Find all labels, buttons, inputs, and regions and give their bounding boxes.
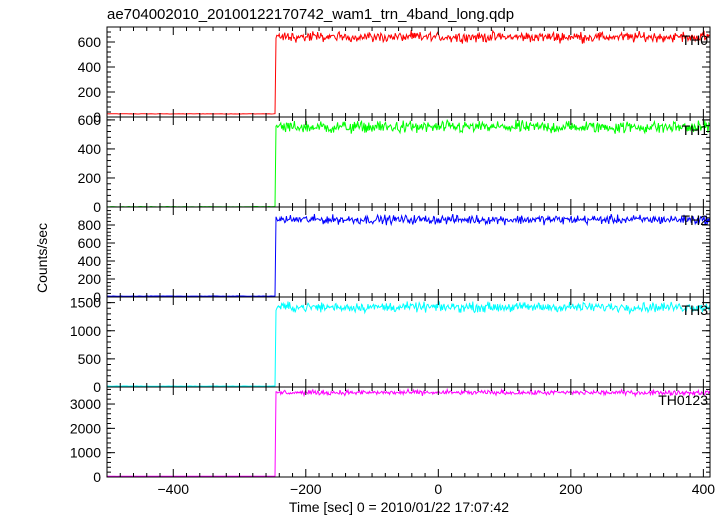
y-tick-label: 0 xyxy=(93,379,101,395)
y-tick-label: 400 xyxy=(78,253,102,269)
x-tick-label: −200 xyxy=(290,481,322,497)
chart-title: ae704002010_20100122170742_wam1_trn_4ban… xyxy=(107,6,514,23)
x-tick-label: 400 xyxy=(692,481,716,497)
panel-frame xyxy=(106,296,711,388)
y-tick-label: 200 xyxy=(78,84,102,100)
series-label-th1: TH1 xyxy=(682,122,709,138)
y-tick-label: 500 xyxy=(78,351,102,367)
y-tick-label: 3000 xyxy=(70,396,101,412)
y-tick-label: 400 xyxy=(78,141,102,157)
y-tick-label: 400 xyxy=(78,59,102,75)
panel-th0: 0 200 400 600 TH0 xyxy=(78,26,711,125)
series-line-th1 xyxy=(107,118,710,207)
series-label-th0123: TH0123 xyxy=(658,392,708,408)
x-tick-label: −400 xyxy=(157,481,189,497)
y-tick-label: 0 xyxy=(93,469,101,485)
panel-frame xyxy=(106,26,711,118)
series-line-th2 xyxy=(107,213,710,297)
panel-th2: 0 200 400 600 800 TH2 xyxy=(78,206,711,305)
series-label-th2: TH2 xyxy=(682,212,709,228)
y-tick-label: 1000 xyxy=(70,323,101,339)
panels-group: 0 200 400 600 TH0 0 200 400 600 TH1 0 200 400 600 800 T… xyxy=(70,26,716,497)
panel-th0123: 0 1000 2000 3000 TH0123 xyxy=(70,386,711,485)
panel-th3: 0 500 1000 1500 TH3 xyxy=(70,295,711,395)
y-tick-label: 1500 xyxy=(70,295,101,311)
y-tick-label: 600 xyxy=(78,235,102,251)
x-axis-label: Time [sec] 0 = 2010/01/22 17:07:42 xyxy=(289,499,509,515)
y-tick-label: 0 xyxy=(93,109,101,125)
y-tick-label: 0 xyxy=(93,199,101,215)
y-tick-label: 200 xyxy=(78,170,102,186)
y-tick-label: 600 xyxy=(78,34,102,50)
series-line-th0123 xyxy=(107,387,710,477)
y-tick-label: 0 xyxy=(93,289,101,305)
x-tick-label: 200 xyxy=(559,481,583,497)
y-tick-label: 2000 xyxy=(70,420,101,436)
y-tick-label: 1000 xyxy=(70,445,101,461)
panel-frame xyxy=(106,386,711,478)
y-axis-label: Counts/sec xyxy=(34,223,50,293)
panel-th1: 0 200 400 600 TH1 xyxy=(78,112,711,215)
y-tick-label: 800 xyxy=(78,217,102,233)
series-line-th3 xyxy=(107,299,710,387)
x-tick-label: 0 xyxy=(434,481,442,497)
series-label-th0: TH0 xyxy=(682,32,709,48)
series-line-th0 xyxy=(107,29,710,115)
y-tick-label: 200 xyxy=(78,271,102,287)
series-label-th3: TH3 xyxy=(682,302,709,318)
y-tick-label: 600 xyxy=(78,112,102,128)
